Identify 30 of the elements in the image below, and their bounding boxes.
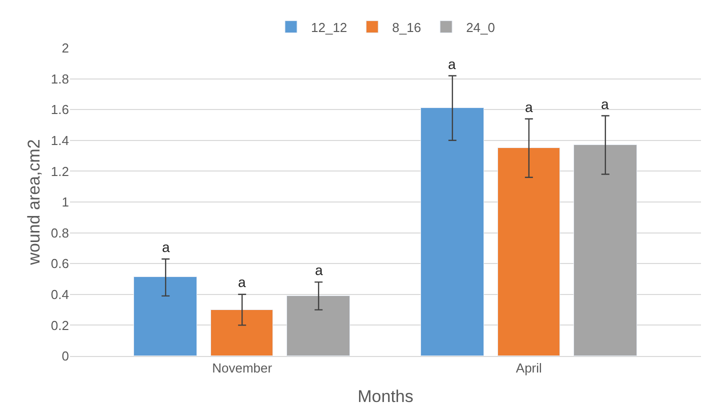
x-axis-title: Months	[358, 387, 414, 406]
y-tick-label: 1.6	[50, 102, 69, 118]
y-tick-label: 1.2	[50, 164, 69, 179]
annotation: a	[601, 96, 609, 112]
annotation: a	[315, 262, 323, 278]
y-axis-title: wound area,cm2	[24, 139, 44, 266]
y-tick-label: 0.2	[50, 318, 69, 333]
y-tick-label: 0.6	[50, 256, 69, 272]
bar	[286, 296, 350, 356]
y-tick-label: 1.4	[50, 132, 69, 148]
annotation: a	[448, 56, 456, 72]
y-tick-label: 0.4	[50, 286, 69, 302]
bar	[210, 310, 273, 356]
x-tick-label: November	[212, 360, 273, 376]
y-tick-label: 1.8	[50, 71, 69, 86]
annotation: a	[238, 274, 246, 290]
legend-label: 12_12	[311, 20, 348, 35]
bar	[420, 108, 484, 356]
annotation: a	[525, 99, 533, 115]
bar	[574, 144, 637, 356]
bar	[134, 276, 197, 356]
y-tick-label: 0.8	[50, 225, 69, 240]
x-tick-label: April	[516, 360, 542, 376]
legend-label: 8_16	[392, 20, 422, 35]
y-tick-label: 1	[62, 194, 69, 210]
annotation: a	[162, 239, 170, 255]
bar	[498, 148, 560, 356]
y-tick-label: 0	[62, 348, 69, 364]
legend-label: 24_0	[466, 20, 495, 35]
y-tick-label: 2	[62, 40, 69, 56]
